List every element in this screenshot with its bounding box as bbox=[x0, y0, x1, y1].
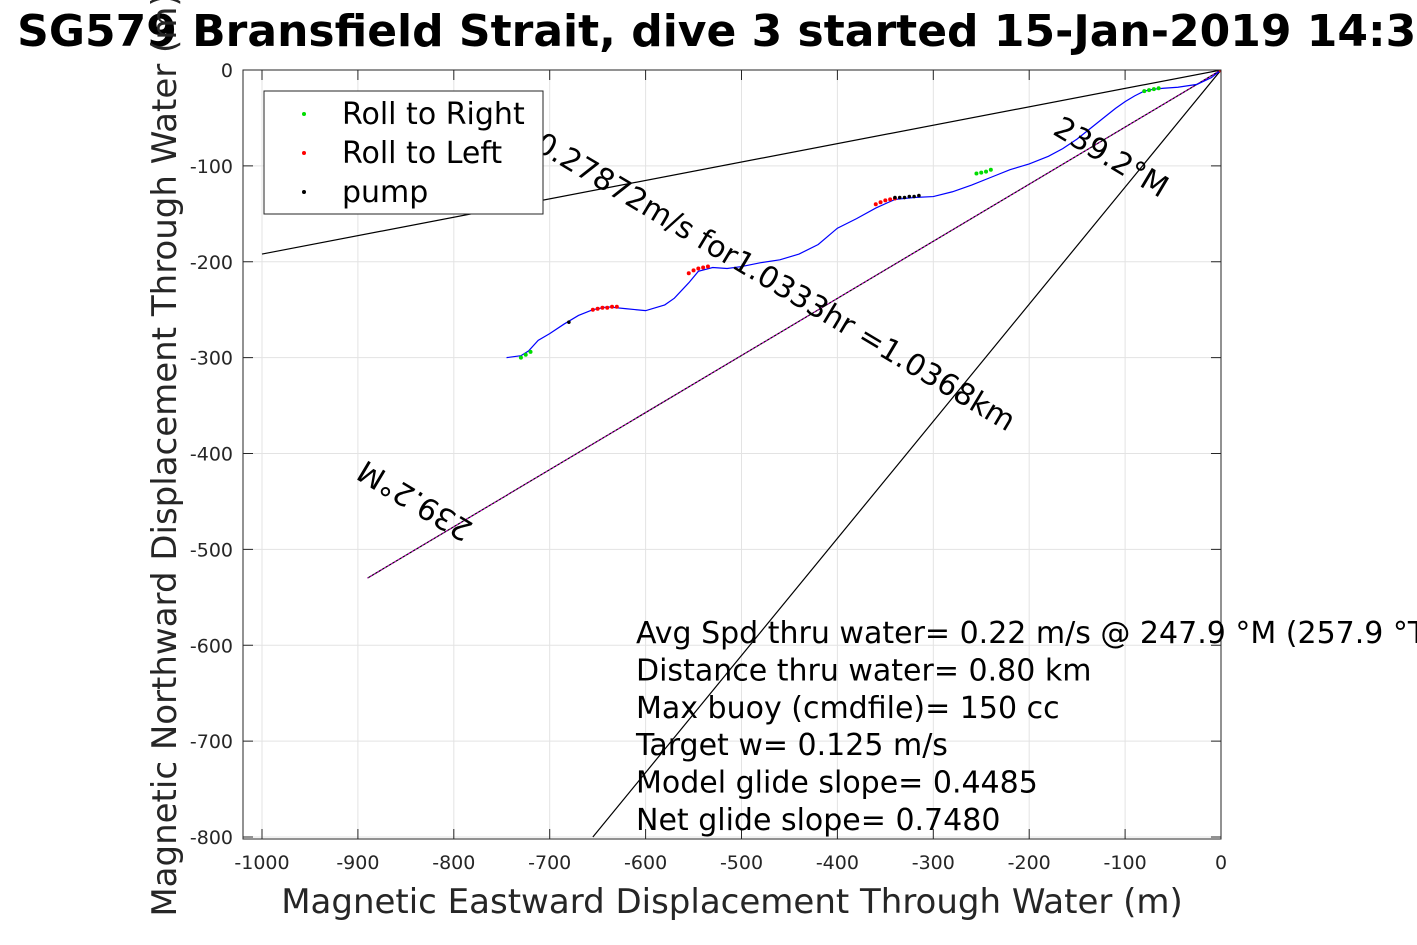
stat-line: Distance thru water= 0.80 km bbox=[636, 653, 1091, 688]
roll-left-point bbox=[595, 306, 600, 311]
legend-marker bbox=[302, 151, 306, 155]
y-tick-label: -400 bbox=[190, 444, 233, 466]
heading-line bbox=[367, 70, 1221, 579]
pump-point bbox=[897, 195, 902, 200]
roll-right-point bbox=[523, 352, 528, 357]
x-tick-label: -300 bbox=[912, 852, 955, 874]
roll-left-point bbox=[600, 305, 605, 310]
y-tick-label: -200 bbox=[190, 252, 233, 274]
roll-left-point bbox=[888, 197, 893, 202]
roll-right-point bbox=[984, 169, 989, 174]
x-tick-label: -700 bbox=[528, 852, 571, 874]
reference-line bbox=[592, 70, 1221, 838]
pump-point bbox=[567, 320, 571, 324]
y-tick-label: 0 bbox=[221, 60, 233, 82]
legend-marker bbox=[302, 112, 306, 116]
y-tick-label: -100 bbox=[190, 156, 233, 178]
y-axis-label: Magnetic Northward Displacement Through … bbox=[145, 0, 185, 917]
x-tick-label: 0 bbox=[1215, 852, 1227, 874]
reference-lines bbox=[261, 70, 1221, 838]
roll-left-point bbox=[590, 307, 595, 312]
roll-left-point bbox=[614, 304, 619, 309]
roll-left-point bbox=[610, 304, 615, 309]
pump-point bbox=[893, 195, 897, 200]
roll-right-point bbox=[1151, 87, 1156, 92]
pump-point bbox=[912, 194, 916, 199]
origin-point bbox=[1218, 70, 1221, 73]
x-axis-label: Magnetic Eastward Displacement Through W… bbox=[281, 882, 1183, 922]
stat-line: Target w= 0.125 m/s bbox=[635, 728, 948, 763]
legend: Roll to Right Roll to Left pump bbox=[263, 90, 544, 215]
roll-right-point bbox=[1156, 86, 1161, 91]
x-tick-label: -900 bbox=[336, 852, 379, 874]
roll-right-point bbox=[518, 355, 523, 360]
stat-line: Max buoy (cmdfile)= 150 cc bbox=[636, 691, 1060, 726]
y-tick-label: -800 bbox=[190, 827, 233, 849]
track-series bbox=[506, 70, 1221, 359]
legend-box bbox=[263, 90, 544, 215]
roll-left-point bbox=[873, 202, 878, 207]
stat-line: Avg Spd thru water= 0.22 m/s @ 247.9 °M … bbox=[636, 616, 1417, 651]
roll-left-point bbox=[691, 268, 696, 273]
roll-left-point bbox=[878, 200, 883, 205]
stat-line: Model glide slope= 0.4485 bbox=[636, 766, 1038, 801]
roll-right-point bbox=[528, 349, 533, 354]
x-tick-label: -400 bbox=[816, 852, 859, 874]
roll-left-point bbox=[701, 265, 706, 270]
x-tick-label: -100 bbox=[1104, 852, 1147, 874]
stats-block: Avg Spd thru water= 0.22 m/s @ 247.9 °M … bbox=[635, 616, 1417, 838]
chart-title: SG579 Bransfield Strait, dive 3 started … bbox=[17, 6, 1417, 57]
roll-right-point bbox=[1142, 89, 1147, 94]
x-tick-label: -200 bbox=[1008, 852, 1051, 874]
roll-left-point bbox=[696, 266, 701, 271]
marker-series bbox=[518, 70, 1221, 360]
legend-label: Roll to Left bbox=[342, 136, 502, 171]
roll-left-point bbox=[705, 264, 710, 269]
y-tick-label: -300 bbox=[190, 348, 233, 370]
roll-right-point bbox=[988, 167, 993, 172]
roll-right-point bbox=[979, 170, 984, 175]
stat-line: Net glide slope= 0.7480 bbox=[636, 803, 1000, 838]
pump-point bbox=[907, 194, 912, 199]
roll-left-point bbox=[686, 271, 691, 276]
roll-left-point bbox=[883, 198, 888, 203]
plot-frame bbox=[242, 69, 1222, 840]
reference-line bbox=[261, 70, 1221, 255]
pump-point bbox=[902, 195, 907, 200]
x-tick-label: -600 bbox=[624, 852, 667, 874]
legend-label: Roll to Right bbox=[342, 97, 525, 132]
x-tick-label: -1000 bbox=[234, 852, 289, 874]
x-tick-label: -800 bbox=[432, 852, 475, 874]
roll-right-point bbox=[1147, 88, 1152, 93]
roll-right-point bbox=[974, 171, 979, 176]
legend-label: pump bbox=[342, 175, 428, 210]
track-line bbox=[506, 70, 1221, 359]
roll-left-point bbox=[605, 305, 610, 310]
x-tick-label: -500 bbox=[720, 852, 763, 874]
y-tick-label: -500 bbox=[190, 539, 233, 561]
y-tick-label: -700 bbox=[190, 731, 233, 753]
pump-point bbox=[917, 193, 921, 198]
heading-line-overlay bbox=[367, 70, 1221, 579]
y-tick-label: -600 bbox=[190, 635, 233, 657]
legend-marker bbox=[302, 190, 306, 194]
axis-ticks: -1000 -900 -800 -700 -600 -500 -400 -300 -200 -10… bbox=[190, 60, 1227, 874]
